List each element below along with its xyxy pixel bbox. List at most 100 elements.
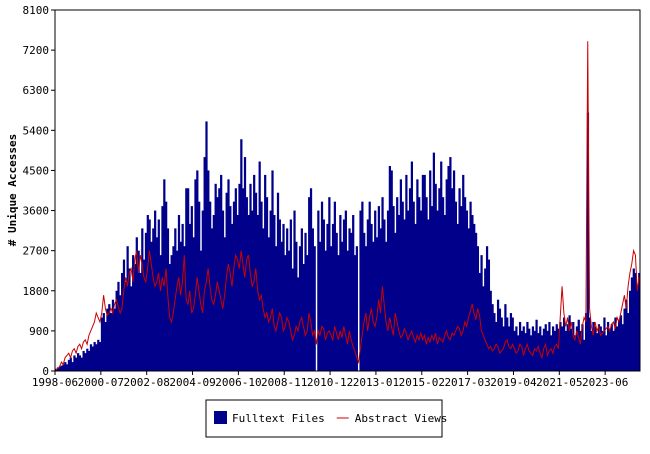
bar bbox=[143, 259, 146, 371]
bar bbox=[491, 304, 494, 371]
x-tick-label: 2023-06 bbox=[582, 376, 628, 389]
bar bbox=[135, 237, 138, 371]
bar bbox=[111, 299, 115, 371]
bar bbox=[286, 228, 289, 371]
bar bbox=[427, 219, 430, 371]
bar bbox=[155, 237, 159, 371]
bar bbox=[58, 366, 61, 371]
bar bbox=[366, 219, 369, 371]
bar bbox=[385, 241, 388, 371]
bar bbox=[199, 250, 203, 371]
y-tick-label: 6300 bbox=[23, 84, 50, 97]
bar bbox=[260, 201, 263, 371]
bar bbox=[278, 219, 281, 371]
bar bbox=[322, 219, 325, 371]
bar bbox=[579, 330, 582, 371]
bar bbox=[594, 326, 597, 371]
bar bbox=[608, 328, 612, 371]
bar bbox=[154, 210, 157, 371]
bar bbox=[557, 328, 560, 371]
bar bbox=[458, 188, 461, 371]
bar bbox=[320, 201, 324, 371]
bar bbox=[634, 272, 637, 371]
bar bbox=[581, 324, 584, 371]
bar bbox=[610, 324, 613, 371]
bar bbox=[480, 255, 483, 371]
bar bbox=[93, 342, 96, 371]
bar bbox=[100, 317, 104, 371]
bar bbox=[539, 326, 542, 371]
bar bbox=[298, 246, 302, 371]
bar bbox=[546, 330, 549, 371]
x-tick-label: 2006-10 bbox=[215, 376, 261, 389]
bar bbox=[339, 215, 342, 371]
bar bbox=[375, 237, 379, 371]
bar bbox=[441, 197, 445, 371]
bar bbox=[159, 255, 162, 371]
bar bbox=[133, 264, 137, 371]
bar bbox=[205, 121, 208, 371]
y-tick-label: 8100 bbox=[23, 4, 50, 17]
bar bbox=[619, 315, 623, 371]
bar bbox=[304, 232, 307, 371]
bar bbox=[471, 215, 474, 371]
bar bbox=[214, 183, 217, 371]
bar bbox=[236, 215, 239, 371]
bar bbox=[106, 308, 109, 371]
bar bbox=[419, 210, 423, 371]
legend-swatch bbox=[214, 411, 227, 424]
bar bbox=[148, 219, 151, 371]
bar bbox=[220, 174, 223, 371]
y-tick-label: 5400 bbox=[23, 124, 50, 137]
bar bbox=[627, 313, 630, 371]
bar bbox=[621, 324, 624, 371]
bar bbox=[115, 290, 118, 371]
bar bbox=[473, 223, 476, 371]
bar bbox=[421, 174, 425, 371]
bar bbox=[485, 246, 489, 371]
bar bbox=[550, 335, 553, 371]
bar bbox=[78, 355, 82, 371]
bar bbox=[423, 174, 426, 371]
bar bbox=[352, 215, 355, 371]
bar bbox=[636, 286, 639, 371]
bar bbox=[561, 326, 564, 371]
bar bbox=[128, 268, 131, 371]
bar bbox=[632, 268, 635, 371]
bar bbox=[64, 362, 67, 371]
bar bbox=[203, 157, 206, 371]
bar bbox=[218, 188, 221, 371]
bar bbox=[311, 228, 314, 371]
bar bbox=[575, 326, 579, 371]
bar bbox=[370, 223, 373, 371]
bar bbox=[531, 326, 535, 371]
x-tick-label: 2000-07 bbox=[78, 376, 124, 389]
bar bbox=[66, 364, 69, 371]
bar bbox=[540, 335, 544, 371]
bar bbox=[506, 317, 509, 371]
bar bbox=[436, 210, 439, 371]
bar bbox=[223, 237, 226, 371]
bar bbox=[572, 321, 575, 371]
bar bbox=[348, 228, 351, 371]
bar bbox=[408, 188, 412, 371]
bar bbox=[403, 219, 406, 371]
bar bbox=[584, 313, 588, 371]
bar bbox=[405, 174, 408, 371]
bar bbox=[163, 179, 166, 371]
x-tick-label: 2008-11 bbox=[261, 376, 307, 389]
bar bbox=[119, 295, 122, 371]
y-tick-label: 3600 bbox=[23, 205, 50, 218]
bar bbox=[108, 304, 111, 371]
bar bbox=[537, 333, 540, 371]
bar bbox=[601, 330, 604, 371]
bar bbox=[130, 286, 133, 371]
bar bbox=[262, 228, 265, 371]
x-tick-label: 2015-02 bbox=[399, 376, 445, 389]
bar bbox=[179, 241, 182, 371]
bar bbox=[201, 210, 204, 371]
bar bbox=[566, 324, 569, 371]
x-tick-label: 2013-01 bbox=[353, 376, 399, 389]
bar bbox=[396, 197, 399, 371]
bar bbox=[350, 232, 353, 371]
